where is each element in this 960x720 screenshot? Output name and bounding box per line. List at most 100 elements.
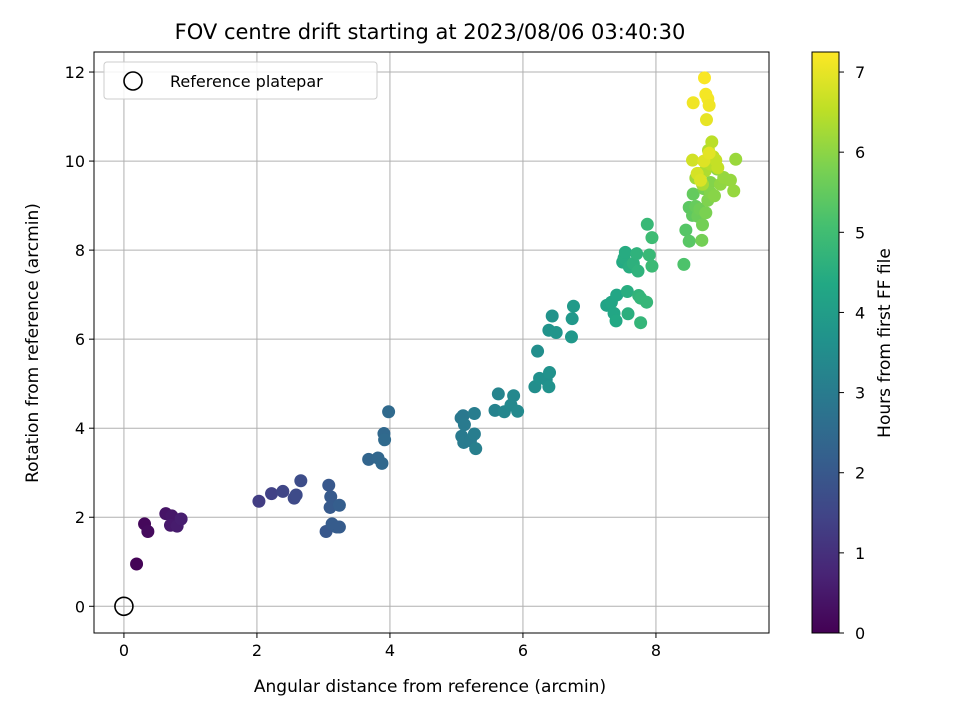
plot-area: 0 2 4 6 8 0 2 4 6 8 10 12 Reference platepar [65,51,770,660]
data-point [511,404,525,418]
data-point [702,98,716,112]
data-point [332,520,346,534]
colorbar-tick-label: 4 [855,303,865,322]
data-point [697,71,711,85]
legend-marker-icon [123,71,143,91]
x-tick-label: 4 [385,641,395,660]
colorbar-label: Hours from first FF file [875,248,895,438]
chart-title: FOV centre drift starting at 2023/08/06 … [175,20,686,44]
x-ticks: 0 2 4 6 8 [119,633,661,660]
colorbar-ticks: 0 1 2 3 4 5 6 7 [839,63,865,643]
data-point [565,312,579,326]
data-point [276,484,290,498]
data-point [469,442,483,456]
colorbar-tick-label: 7 [855,63,865,82]
x-tick-label: 0 [119,641,129,660]
grid [94,52,769,633]
data-point [621,307,635,321]
y-tick-label: 2 [75,508,85,527]
data-point [491,387,505,401]
legend: Reference platepar [103,61,378,100]
data-point [620,285,634,299]
data-point [645,259,659,273]
data-point [382,405,396,419]
reference-platepar-marker [114,596,134,617]
data-point [609,314,623,328]
data-point [174,512,188,526]
data-point [531,344,545,358]
y-tick-label: 6 [75,330,85,349]
legend-entry-reference-platepar: Reference platepar [170,72,323,91]
data-point [630,247,644,261]
data-point [542,380,556,394]
y-tick-label: 12 [65,63,85,82]
data-point [695,233,709,247]
data-point [294,474,308,488]
data-point [711,161,725,175]
data-point [289,488,303,502]
x-tick-label: 8 [651,641,661,660]
data-point [702,146,716,160]
data-point [686,187,700,201]
colorbar-tick-label: 1 [855,544,865,563]
axes-frame [93,51,770,634]
data-point [375,456,389,470]
data-point [640,295,654,309]
data-point [705,135,719,149]
legend-box [103,61,378,100]
data-point [727,184,741,198]
y-tick-label: 0 [75,597,85,616]
data-point [566,299,580,313]
data-point [378,433,392,447]
x-axis-label: Angular distance from reference (arcmin) [254,677,606,697]
scatter-points [130,71,743,571]
data-point [610,288,624,302]
y-tick-label: 4 [75,419,85,438]
data-point [686,96,700,110]
data-point [467,427,481,441]
data-point [677,257,691,271]
data-point [707,189,721,203]
colorbar: 0 1 2 3 4 5 6 7 Hours from first FF file [811,51,895,643]
y-axis-label: Rotation from reference (arcmin) [23,203,43,483]
colorbar-tick-label: 6 [855,143,865,162]
data-point [564,330,578,344]
data-point [507,389,521,403]
colorbar-tick-label: 0 [855,624,865,643]
data-point [695,218,709,232]
data-point [457,418,471,432]
data-point [322,478,336,492]
data-point [618,245,632,259]
data-point [699,113,713,127]
colorbar-tick-label: 5 [855,223,865,242]
x-tick-label: 2 [252,641,262,660]
data-point [631,264,645,278]
colorbar-gradient [811,51,840,634]
data-point [645,231,659,245]
data-point [679,223,693,237]
y-ticks: 0 2 4 6 8 10 12 [65,63,94,616]
data-point [332,498,346,512]
data-point [640,217,654,231]
data-point [265,487,279,501]
data-point [729,152,743,166]
data-point [694,173,708,187]
data-point [642,248,656,262]
data-point [634,316,648,330]
data-point [467,407,481,421]
colorbar-tick-label: 3 [855,384,865,403]
data-point [723,173,737,187]
data-point [699,206,713,220]
data-point [324,490,338,504]
data-point [252,494,266,508]
data-point [682,234,696,248]
data-point [549,325,563,339]
y-tick-label: 8 [75,241,85,260]
data-point [543,366,557,380]
data-point [130,557,144,571]
y-tick-label: 10 [65,152,85,171]
x-tick-label: 6 [518,641,528,660]
colorbar-tick-label: 2 [855,464,865,483]
data-point [141,524,155,538]
